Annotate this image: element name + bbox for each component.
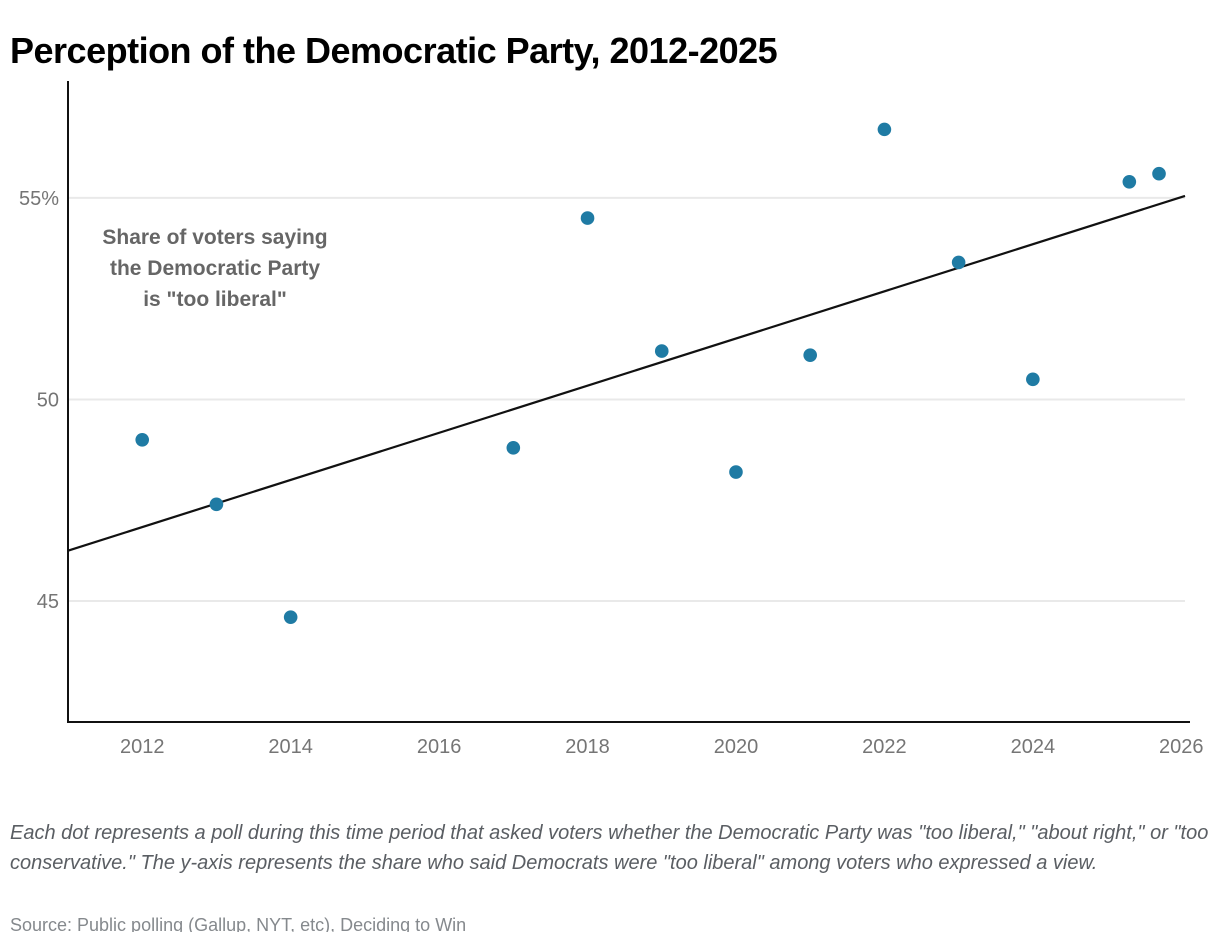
scatter-chart: 45 50 55% 2012 2014 2016 2018 2020 2022 2024 2026 [19,81,1204,758]
x-tick-label: 2014 [268,736,313,758]
x-tick-label: 2020 [714,736,759,758]
y-tick-label: 50 [37,389,59,411]
data-point [1026,372,1040,387]
data-points-layer [135,122,1166,624]
annotation-line-1: Share of voters saying [102,226,328,249]
x-tick-label: 2016 [417,736,462,758]
x-tick-label: 2012 [120,736,165,758]
data-point [506,441,521,455]
annotation-line-3: is "too liberal" [143,288,287,311]
x-tick-label: 2018 [565,736,610,758]
trend-line [67,194,1186,552]
data-point [951,255,966,270]
data-point [654,344,669,358]
trend-line-layer [67,194,1186,552]
data-point [1122,174,1137,189]
chart-title: Perception of the Democratic Party, 2012… [10,30,778,72]
chart-footnote: Each dot represents a poll during this t… [10,822,1209,874]
axes-layer [67,81,1190,723]
data-point [135,432,150,447]
data-point [729,465,743,479]
data-point [803,348,817,362]
chart-annotation: Share of voters saying the Democratic Pa… [70,222,360,315]
data-point [877,122,892,137]
data-point [283,610,298,624]
y-tick-label: 45 [37,591,59,613]
source-attribution: Source: Public polling (Gallup, NYT, etc… [10,915,467,932]
x-tick-label: 2024 [1011,736,1056,758]
annotation-line-2: the Democratic Party [109,257,321,280]
tick-labels-layer: 45 50 55% 2012 2014 2016 2018 2020 2022 2024 2026 [19,188,1204,758]
y-tick-label: 55% [19,188,59,210]
x-tick-label: 2026 [1159,736,1204,758]
gridlines-layer [68,196,1185,603]
x-tick-label: 2022 [862,736,907,758]
data-point [1152,166,1166,181]
data-point [580,211,595,225]
data-point [209,497,224,512]
